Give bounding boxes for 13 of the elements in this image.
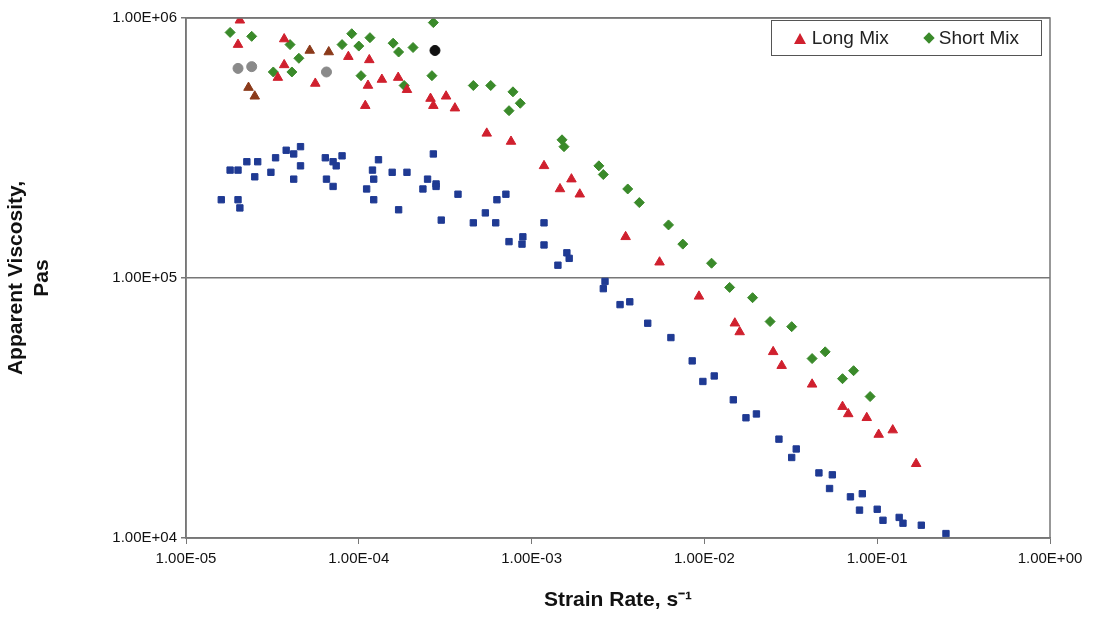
x-tick-label: 1.00E-01 bbox=[846, 549, 908, 567]
x-tick-label: 1.00E-02 bbox=[673, 549, 735, 567]
legend-label: Long Mix bbox=[811, 27, 889, 49]
y-tick-label: 1.00E+04 bbox=[112, 528, 177, 546]
x-tick-label: 1.00E-05 bbox=[155, 549, 217, 567]
x-tick-label: 1.00E-04 bbox=[328, 549, 390, 567]
x-tick-label: 1.00E-03 bbox=[501, 549, 563, 567]
legend-label: Short Mix bbox=[938, 27, 1019, 49]
x-tick-label: 1.00E+00 bbox=[1017, 549, 1083, 567]
y-tick-label: 1.00E+06 bbox=[112, 8, 177, 26]
y-axis-title: Apparent Viscosity, Pas bbox=[3, 180, 52, 376]
y-tick-label: 1.00E+05 bbox=[112, 268, 177, 286]
x-axis-title: Strain Rate, s⁻¹ bbox=[543, 587, 693, 611]
